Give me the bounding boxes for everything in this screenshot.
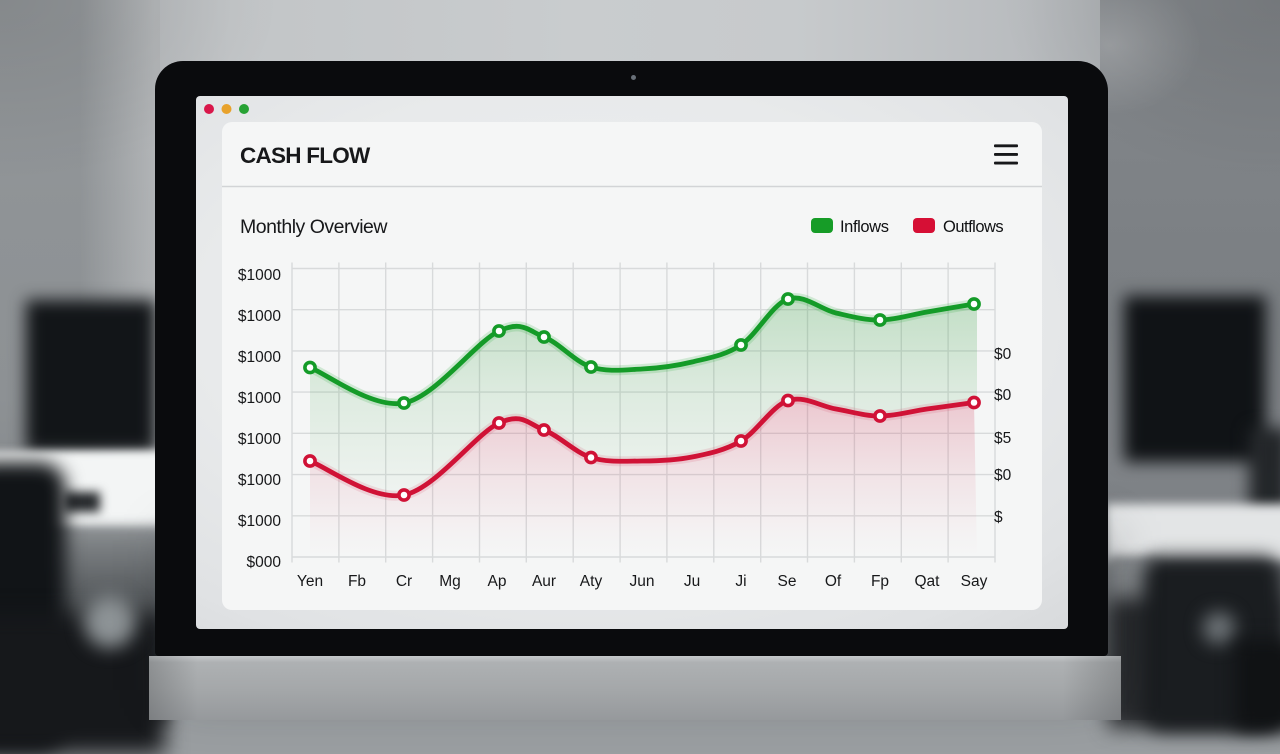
svg-text:Say: Say bbox=[961, 573, 988, 590]
svg-text:$5: $5 bbox=[994, 430, 1011, 447]
svg-text:Ju: Ju bbox=[684, 573, 700, 590]
svg-text:Se: Se bbox=[778, 573, 797, 590]
svg-text:$0: $0 bbox=[994, 467, 1012, 484]
svg-text:Outflows: Outflows bbox=[943, 218, 1003, 236]
svg-text:$1000: $1000 bbox=[238, 308, 281, 325]
svg-text:Aur: Aur bbox=[532, 573, 556, 590]
svg-text:Inflows: Inflows bbox=[840, 218, 889, 236]
svg-text:Mg: Mg bbox=[439, 573, 461, 590]
svg-text:Jun: Jun bbox=[630, 573, 655, 590]
svg-text:Yen: Yen bbox=[297, 573, 323, 590]
svg-text:$1000: $1000 bbox=[238, 431, 281, 448]
svg-text:$1000: $1000 bbox=[238, 390, 281, 407]
svg-text:Ji: Ji bbox=[735, 573, 746, 590]
svg-text:CASH FLOW: CASH FLOW bbox=[240, 143, 371, 168]
svg-text:Of: Of bbox=[825, 573, 842, 590]
svg-text:$0: $0 bbox=[994, 387, 1012, 404]
svg-text:$0: $0 bbox=[994, 346, 1012, 363]
svg-text:Cr: Cr bbox=[396, 573, 412, 590]
svg-text:Qat: Qat bbox=[915, 573, 941, 590]
svg-text:Monthly Overview: Monthly Overview bbox=[240, 216, 388, 238]
svg-text:$000: $000 bbox=[247, 554, 282, 571]
svg-text:$: $ bbox=[994, 509, 1003, 526]
svg-text:Aty: Aty bbox=[580, 573, 603, 590]
svg-text:Fp: Fp bbox=[871, 573, 889, 590]
svg-text:$1000: $1000 bbox=[238, 513, 281, 530]
svg-text:Fb: Fb bbox=[348, 573, 366, 590]
svg-text:$1000: $1000 bbox=[238, 349, 281, 366]
svg-text:Ap: Ap bbox=[488, 573, 507, 590]
svg-text:$1000: $1000 bbox=[238, 267, 281, 284]
svg-text:$1000: $1000 bbox=[238, 472, 281, 489]
